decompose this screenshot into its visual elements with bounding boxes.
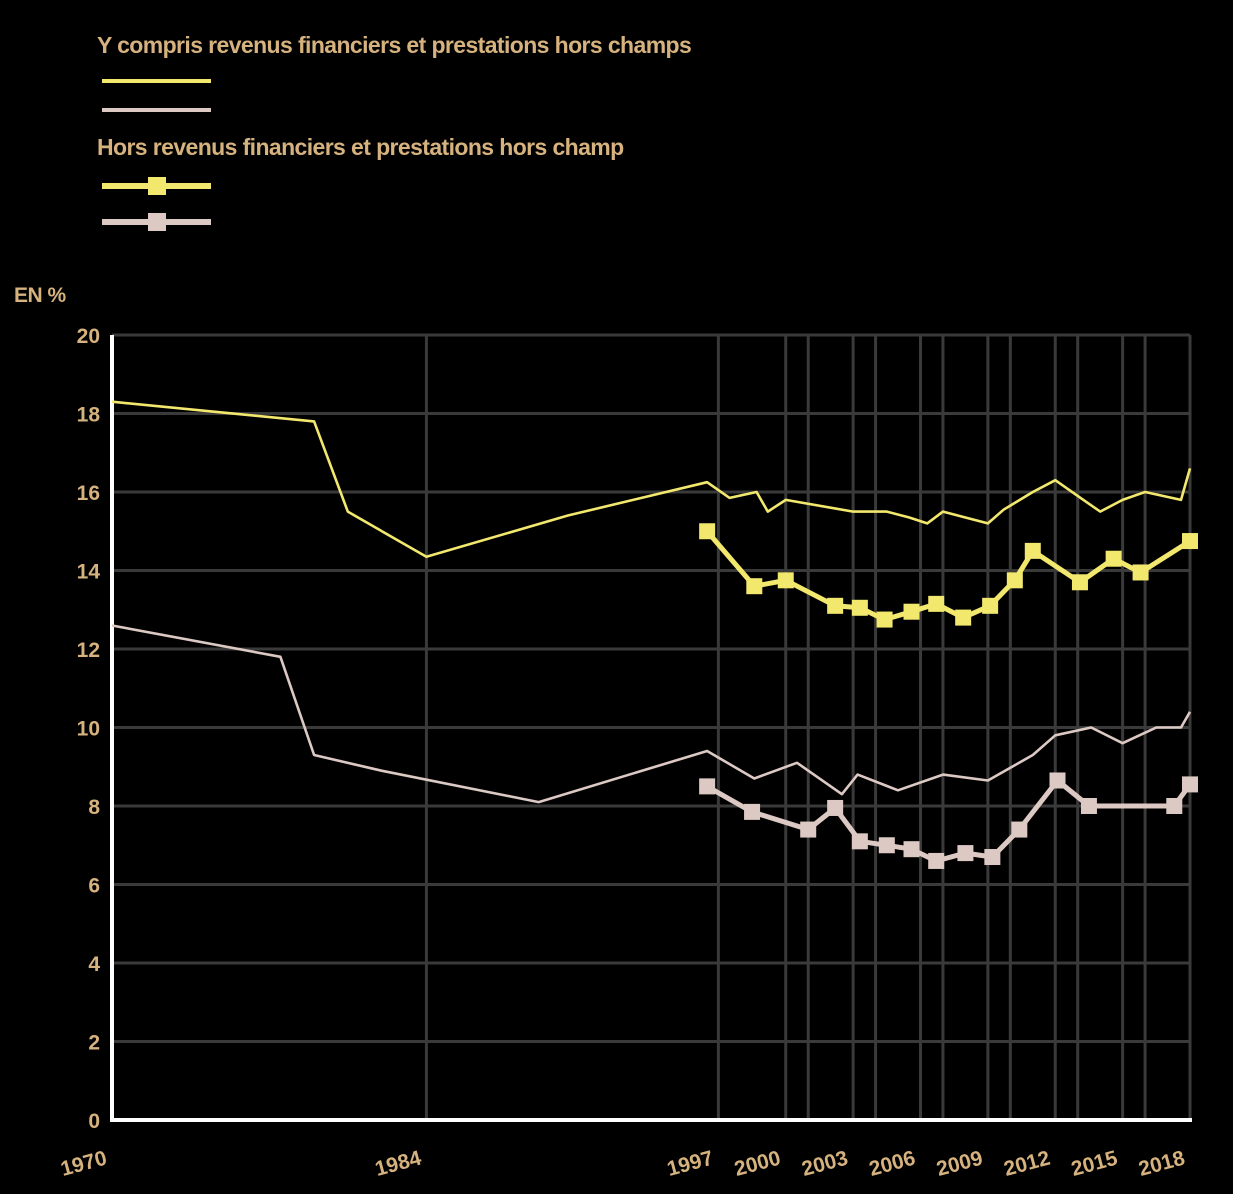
y-tick-label-2: 2: [88, 1032, 100, 1055]
series-4-marker-7: [903, 841, 920, 858]
x-tick-labels: 1970 1984 1997 2000 2003 2006 2009 2012 2015 2018: [58, 1147, 1187, 1181]
series-3-marker-5: [851, 599, 868, 616]
y-tick-labels: 0 2 4 6 8 10 12 14 16 18 20: [77, 325, 101, 1133]
legend-key-marker-4: [148, 213, 166, 231]
series-3-marker-11: [1006, 572, 1023, 589]
series-3-marker-16: [1182, 533, 1198, 550]
series-4-marker-3: [800, 821, 817, 838]
series-3-marker-1: [699, 523, 716, 540]
series-4-marker-15: [1182, 776, 1198, 793]
series-3-marker-9: [955, 609, 972, 626]
y-tick-label-6: 6: [88, 875, 100, 898]
legend-keys: [102, 79, 211, 231]
y-tick-label-8: 8: [88, 796, 100, 819]
x-tick-label-2015: 2015: [1069, 1147, 1120, 1181]
x-tick-label-1970: 1970: [58, 1147, 109, 1181]
legend-key-marker-3: [148, 177, 166, 195]
series-3-marker-7: [903, 603, 920, 620]
series-4-marker-6: [878, 837, 895, 854]
x-tick-label-1984: 1984: [373, 1147, 424, 1181]
series-4-marker-9: [957, 845, 974, 862]
series-3-marker-4: [827, 597, 844, 614]
x-tick-label-2009: 2009: [934, 1147, 985, 1181]
y-tick-label-4: 4: [88, 953, 100, 976]
series-4-marker-14: [1166, 798, 1183, 814]
y-axis-unit-label: EN %: [14, 284, 66, 307]
series-4-marker-8: [928, 852, 945, 869]
legend-group1-title: Y compris revenus financiers et prestati…: [97, 32, 692, 58]
series-3-marker-15: [1132, 564, 1149, 581]
chart-axes: [110, 335, 1192, 1122]
x-tick-label-2012: 2012: [1001, 1147, 1052, 1181]
series-3-marker-8: [928, 595, 945, 612]
x-tick-label-2000: 2000: [732, 1147, 783, 1181]
series-4-marker-12: [1049, 772, 1066, 789]
series-3-marker-6: [876, 611, 893, 628]
chart-grid: [112, 333, 1192, 1120]
x-tick-label-2018: 2018: [1136, 1147, 1187, 1181]
y-tick-label-14: 14: [77, 561, 101, 584]
series-line-1: [111, 400, 1192, 559]
series-line-4: [705, 778, 1193, 864]
y-tick-label-20: 20: [77, 325, 100, 348]
series-4-marker-4: [827, 799, 844, 816]
series-4-marker-5: [851, 833, 868, 850]
y-tick-label-18: 18: [77, 404, 101, 427]
series-line-2: [111, 624, 1192, 804]
series-3-marker-14: [1105, 550, 1122, 567]
legend-group2-title: Hors revenus financiers et prestations h…: [97, 134, 624, 160]
series-4-marker-13: [1080, 798, 1097, 814]
series-4-marker-2: [744, 803, 761, 820]
series-4-marker-11: [1011, 821, 1028, 838]
series-3-marker-12: [1024, 542, 1041, 559]
series-3-marker-3: [777, 572, 794, 589]
y-tick-label-10: 10: [77, 718, 100, 741]
x-tick-label-1997: 1997: [665, 1147, 716, 1181]
x-tick-label-2003: 2003: [799, 1147, 850, 1181]
series-line-3: [705, 529, 1192, 623]
series-3-marker-2: [746, 578, 763, 595]
series-4-marker-10: [984, 849, 1001, 866]
chart-series: [111, 400, 1198, 869]
series-3-marker-13: [1071, 574, 1088, 591]
y-tick-label-16: 16: [77, 482, 100, 505]
series-4-marker-1: [699, 778, 716, 795]
series-3-marker-10: [982, 597, 999, 614]
x-tick-label-2006: 2006: [867, 1147, 918, 1181]
y-tick-label-12: 12: [77, 639, 100, 662]
y-tick-label-0: 0: [88, 1110, 100, 1133]
